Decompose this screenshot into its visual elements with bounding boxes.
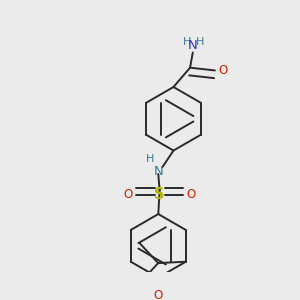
Text: N: N: [153, 165, 163, 178]
Text: H: H: [196, 37, 204, 47]
Text: O: O: [218, 64, 227, 77]
Text: O: O: [187, 188, 196, 201]
Text: O: O: [124, 188, 133, 201]
Text: O: O: [154, 289, 163, 300]
Text: H: H: [146, 154, 154, 164]
Text: N: N: [188, 39, 198, 52]
Text: H: H: [183, 37, 191, 47]
Text: S: S: [154, 187, 165, 202]
